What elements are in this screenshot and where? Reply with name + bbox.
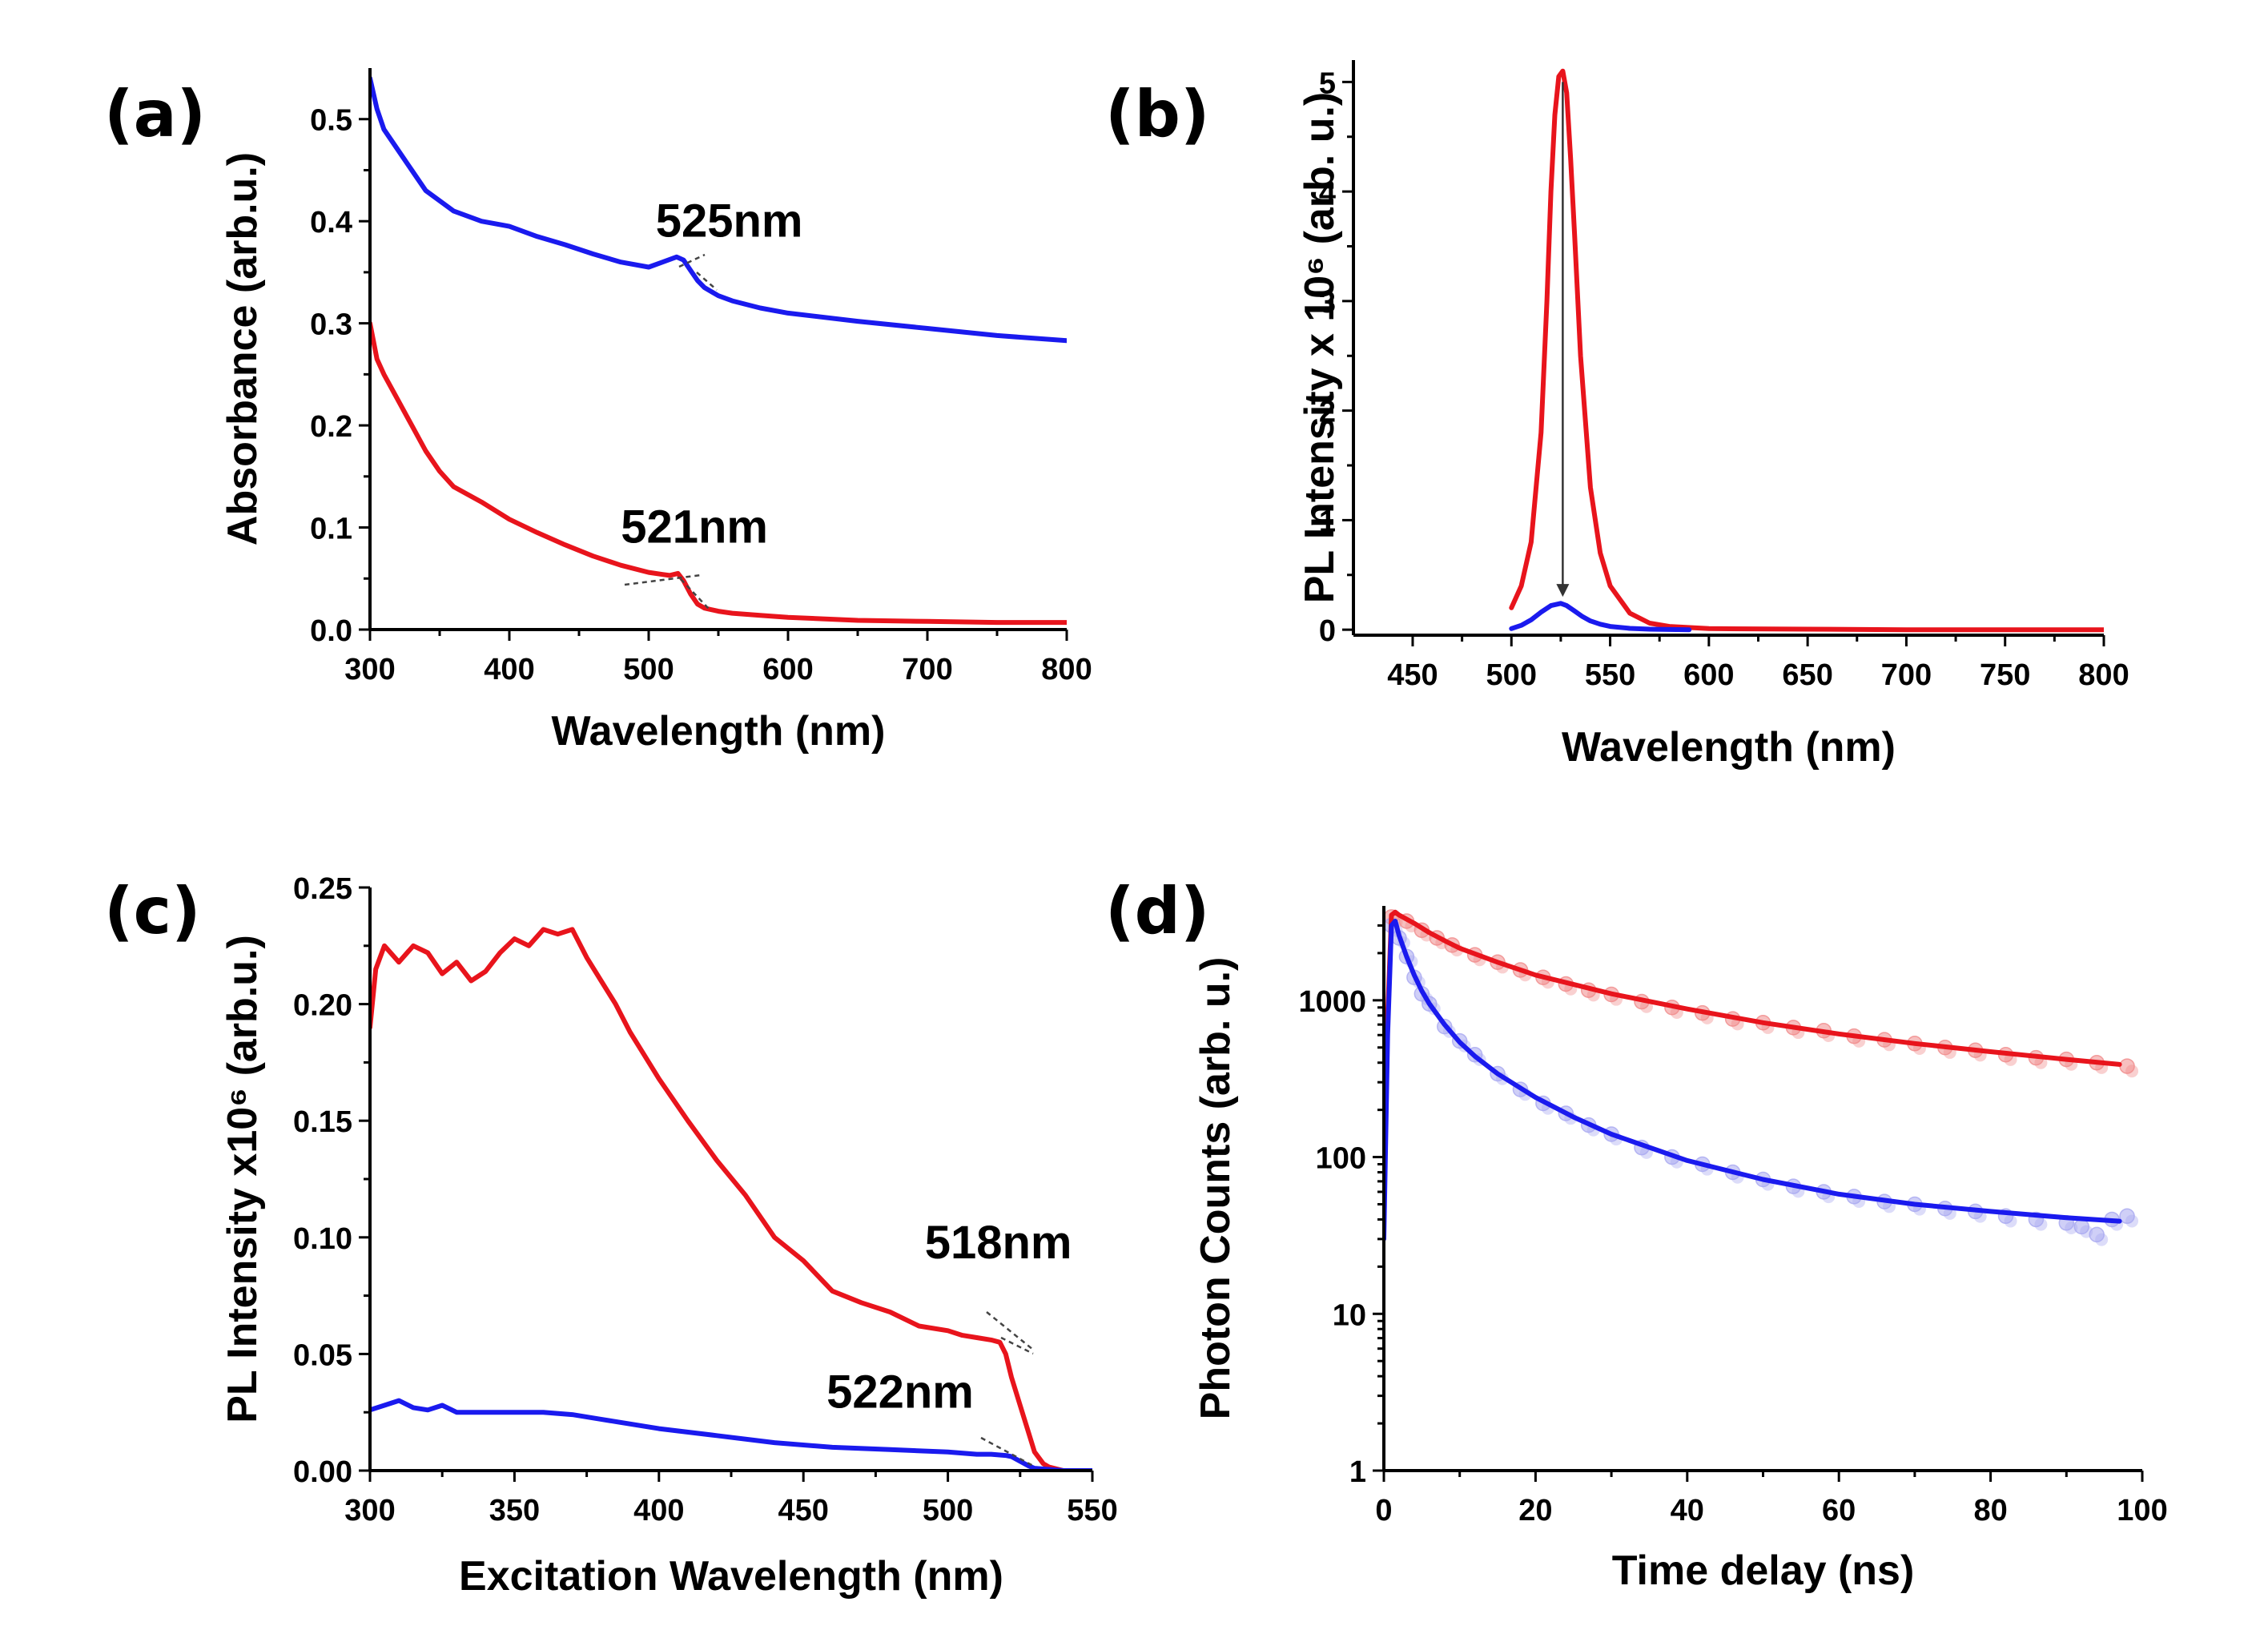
x-axis-title: Wavelength (nm) xyxy=(552,708,886,755)
series-line-red xyxy=(1509,68,2104,633)
data-point xyxy=(2125,1065,2139,1078)
tangent-guide xyxy=(986,1311,1034,1350)
panel-d: (d) 0 20 40 60 80 100 1 10 100 1000 Time delay (ns)… xyxy=(1105,874,2168,1594)
x-tick-label: 550 xyxy=(1585,658,1635,692)
peak-annotation: 521nm xyxy=(621,501,768,553)
x-tick-label: 700 xyxy=(1881,658,1932,692)
x-tick-label: 350 xyxy=(489,1494,540,1527)
y-tick-label: 0.15 xyxy=(293,1105,352,1139)
x-tick-label: 450 xyxy=(1387,658,1438,692)
x-tick-label: 600 xyxy=(1683,658,1734,692)
x-tick-label: 700 xyxy=(902,653,952,686)
data-point xyxy=(2034,1217,2048,1231)
arrow-head xyxy=(1556,584,1570,598)
x-tick-label: 300 xyxy=(344,1494,395,1527)
tangent-guide xyxy=(696,272,718,291)
y-tick-label: 0.00 xyxy=(293,1455,352,1489)
y-tick-label: 1 xyxy=(1319,505,1336,538)
y-tick-label: 0.05 xyxy=(293,1338,352,1372)
y-tick-label: 2 xyxy=(1319,396,1336,429)
x-axis-title: Wavelength (nm) xyxy=(1562,724,1896,771)
tangent-guide xyxy=(624,574,702,586)
peak-annotation: 525nm xyxy=(656,195,803,247)
series-line-blue xyxy=(370,1398,1092,1471)
panel-c: (c) 300 350 400 450 500 550 0.00 0.05 0.10 0.15 0.2… xyxy=(104,872,1118,1600)
series-line-red xyxy=(370,320,1067,626)
y-tick-label: 4 xyxy=(1319,176,1336,210)
x-tick-label: 0 xyxy=(1375,1494,1392,1527)
x-tick-label: 500 xyxy=(923,1494,973,1527)
x-axis-title: Excitation Wavelength (nm) xyxy=(459,1553,1003,1600)
y-tick-label: 0 xyxy=(1319,614,1336,648)
x-tick-label: 450 xyxy=(778,1494,828,1527)
y-tick-label: 1 xyxy=(1349,1455,1366,1489)
tangent-guide xyxy=(680,578,710,610)
x-axis-title: Time delay (ns) xyxy=(1612,1547,1915,1594)
y-tick-label: 0.4 xyxy=(310,206,352,239)
x-tick-label: 300 xyxy=(344,653,395,686)
y-axis-title: Photon Counts (arb. u.) xyxy=(1192,957,1239,1420)
panel-label: (c) xyxy=(104,874,201,948)
series-line-red xyxy=(370,927,1066,1471)
tangent-guide xyxy=(1000,1336,1034,1355)
y-tick-label: 1000 xyxy=(1298,985,1366,1019)
y-tick-label: 0.25 xyxy=(293,872,352,906)
y-axis-title: PL Intensity x 10⁶ (arb. u.) xyxy=(1297,92,1343,603)
y-axis-title: PL Intensity x10⁶ (arb.u.) xyxy=(219,935,266,1423)
x-tick-label: 500 xyxy=(1486,658,1537,692)
data-point xyxy=(2095,1233,2109,1246)
series-line-blue xyxy=(1509,601,1692,633)
series-line-red-fit xyxy=(1384,909,2122,1222)
x-tick-label: 20 xyxy=(1518,1494,1552,1527)
series-line-blue xyxy=(370,75,1067,344)
panel-b: (b) 450 500 550 600 650 700 750 800 0 1 2 3 4 5 Wavelen… xyxy=(1105,60,2129,771)
panel-label: (a) xyxy=(104,77,206,151)
x-tick-label: 400 xyxy=(633,1494,684,1527)
peak-annotation: 522nm xyxy=(826,1366,974,1418)
panel-label: (b) xyxy=(1105,77,1209,151)
x-tick-label: 650 xyxy=(1782,658,1832,692)
y-tick-label: 5 xyxy=(1319,66,1336,100)
x-tick-label: 40 xyxy=(1671,1494,1704,1527)
x-tick-label: 550 xyxy=(1067,1494,1117,1527)
y-tick-label: 10 xyxy=(1333,1298,1366,1332)
data-point xyxy=(2125,1214,2139,1228)
data-point xyxy=(2119,1208,2135,1225)
y-tick-label: 100 xyxy=(1316,1142,1366,1176)
tangent-guide xyxy=(678,253,706,268)
x-tick-label: 80 xyxy=(1973,1494,2007,1527)
data-point xyxy=(2089,1226,2105,1243)
x-tick-label: 100 xyxy=(2117,1494,2167,1527)
y-tick-label: 0.1 xyxy=(310,513,352,546)
y-tick-label: 0.2 xyxy=(310,410,352,444)
panel-a: (a) 300 400 500 600 700 800 0.0 0.1 0.2 0.3 0.4 0.5 W… xyxy=(104,68,1092,755)
panel-label: (d) xyxy=(1105,874,1209,948)
y-tick-label: 0.20 xyxy=(293,989,352,1023)
y-tick-label: 0.0 xyxy=(310,614,352,648)
y-tick-label: 0.5 xyxy=(310,104,352,138)
series-line-blue-fit xyxy=(1384,919,2122,1242)
y-tick-label: 0.3 xyxy=(310,308,352,342)
y-tick-label: 3 xyxy=(1319,286,1336,320)
y-axis-title: Absorbance (arb.u.) xyxy=(219,152,266,545)
x-tick-label: 400 xyxy=(484,653,534,686)
x-tick-label: 800 xyxy=(2078,658,2129,692)
x-tick-label: 750 xyxy=(1980,658,2030,692)
x-tick-label: 500 xyxy=(623,653,674,686)
tangent-guide xyxy=(980,1436,1034,1467)
x-tick-label: 800 xyxy=(1041,653,1092,686)
y-tick-label: 0.10 xyxy=(293,1222,352,1256)
x-tick-label: 600 xyxy=(762,653,813,686)
data-point xyxy=(2004,1214,2017,1228)
data-point xyxy=(1973,1209,1987,1223)
peak-annotation: 518nm xyxy=(925,1217,1072,1269)
x-tick-label: 60 xyxy=(1822,1494,1856,1527)
